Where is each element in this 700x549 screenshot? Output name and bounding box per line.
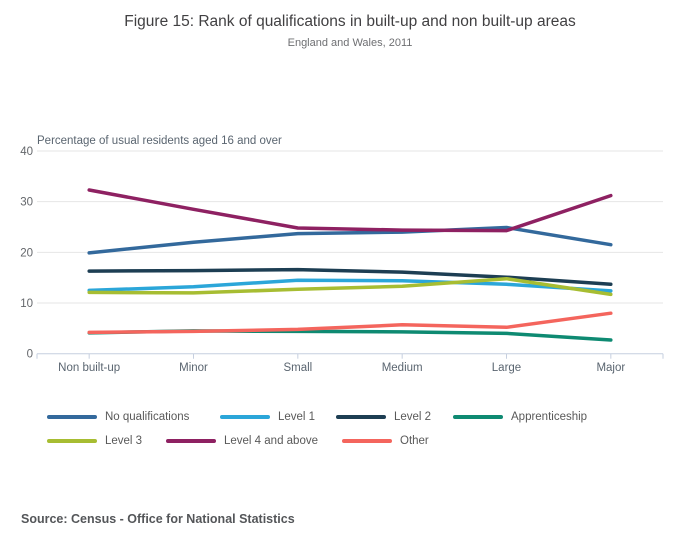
chart-subtitle: England and Wales, 2011 [287,37,413,49]
series-line-level-2[interactable] [87,267,613,287]
legend-line-swatch [166,439,216,443]
legend-item-level-4-and-above[interactable]: Level 4 and above [166,435,318,447]
series-line-other[interactable] [87,311,613,335]
y-tick-label-30: 30 [20,197,33,209]
x-category-label-non-built-up: Non built-up [58,362,120,374]
legend-label: No qualifications [105,411,190,423]
legend-label: Other [400,435,429,447]
x-category-label-small: Small [283,362,312,374]
legend-line-swatch [220,415,270,419]
y-tick-label-0: 0 [27,349,33,361]
y-tick-label-10: 10 [20,298,33,310]
series-line-level-3[interactable] [87,276,613,297]
legend-line-swatch [342,439,392,443]
series-line-level-1[interactable] [87,278,613,293]
legend-line-swatch [453,415,503,419]
chart-title: Figure 15: Rank of qualifications in bui… [124,13,576,30]
legend-label: Level 3 [105,435,143,447]
source-text: Source: Census - Office for National Sta… [21,512,295,526]
legend-label: Level 4 and above [224,435,318,447]
legend-line-swatch [47,439,97,443]
legend-label: Apprenticeship [511,411,588,423]
legend-item-other[interactable]: Other [342,435,429,447]
chart-legend: No qualifications Level 1 Level 2 Apprentic… [47,411,587,447]
series-line-level-4-and-above[interactable] [87,188,613,233]
y-tick-label-40: 40 [20,146,33,158]
legend-line-swatch [336,415,386,419]
legend-item-level-3[interactable]: Level 3 [47,435,142,447]
series-line-no-qualifications[interactable] [87,225,613,255]
legend-item-apprenticeship[interactable]: Apprenticeship [453,411,587,423]
y-tick-label-20: 20 [20,247,33,259]
x-category-label-large: Large [492,362,521,374]
x-category-label-medium: Medium [382,362,423,374]
legend-label: Level 2 [394,411,432,423]
x-category-label-major: Major [596,362,625,374]
y-axis-title: Percentage of usual residents aged 16 an… [37,135,282,147]
legend-label: Level 1 [278,411,316,423]
legend-item-no-qualifications[interactable]: No qualifications [47,411,189,423]
legend-item-level-2[interactable]: Level 2 [336,411,431,423]
legend-line-swatch [47,415,97,419]
legend-item-level-1[interactable]: Level 1 [220,411,315,423]
x-category-label-minor: Minor [179,362,208,374]
chart-canvas: 0 10 20 30 40 Non built-up Minor Small Medium Lar… [20,146,664,374]
